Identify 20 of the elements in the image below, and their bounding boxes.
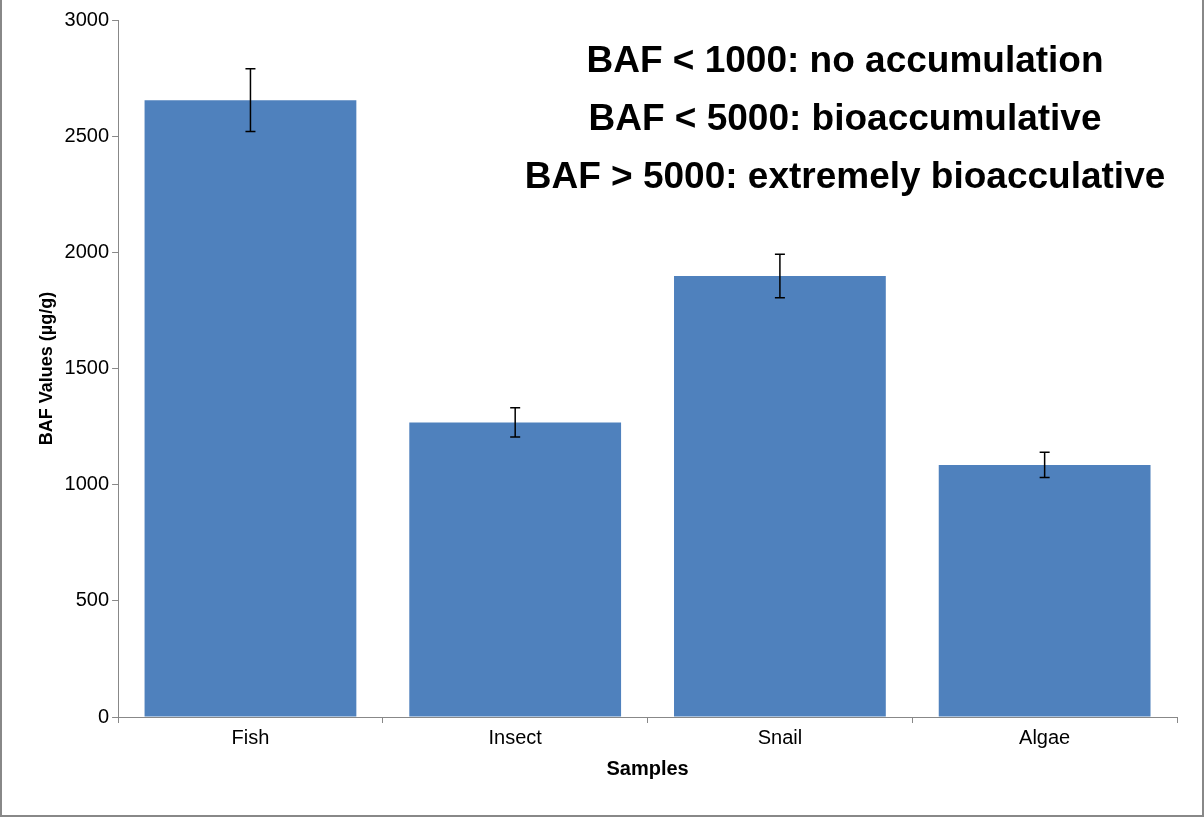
y-tick-label: 500 bbox=[75, 588, 110, 611]
bar bbox=[938, 464, 1151, 717]
bar bbox=[144, 100, 357, 717]
x-tick-label: Fish bbox=[231, 725, 270, 748]
bar bbox=[674, 276, 886, 717]
bar bbox=[409, 422, 622, 717]
y-axis-title: BAF Values (µg/g) bbox=[35, 291, 56, 446]
y-tick-label: 2000 bbox=[64, 239, 110, 262]
y-tick-label: 0 bbox=[97, 704, 110, 727]
x-axis-title: Samples bbox=[606, 756, 689, 779]
annotation: BAF < 5000: bioaccumulative bbox=[588, 97, 1102, 139]
x-tick-label: Snail bbox=[757, 725, 803, 748]
x-tick-label: Insect bbox=[488, 725, 543, 748]
y-tick-label: 2500 bbox=[64, 123, 110, 146]
y-tick-label: 1000 bbox=[64, 472, 110, 495]
annotation: BAF > 5000: extremely bioacculative bbox=[524, 155, 1166, 197]
x-tick-label: Algae bbox=[1019, 725, 1071, 748]
y-tick-label: 1500 bbox=[64, 356, 110, 379]
y-tick-label: 3000 bbox=[64, 7, 110, 30]
annotation: BAF < 1000: no accumulation bbox=[586, 39, 1104, 81]
